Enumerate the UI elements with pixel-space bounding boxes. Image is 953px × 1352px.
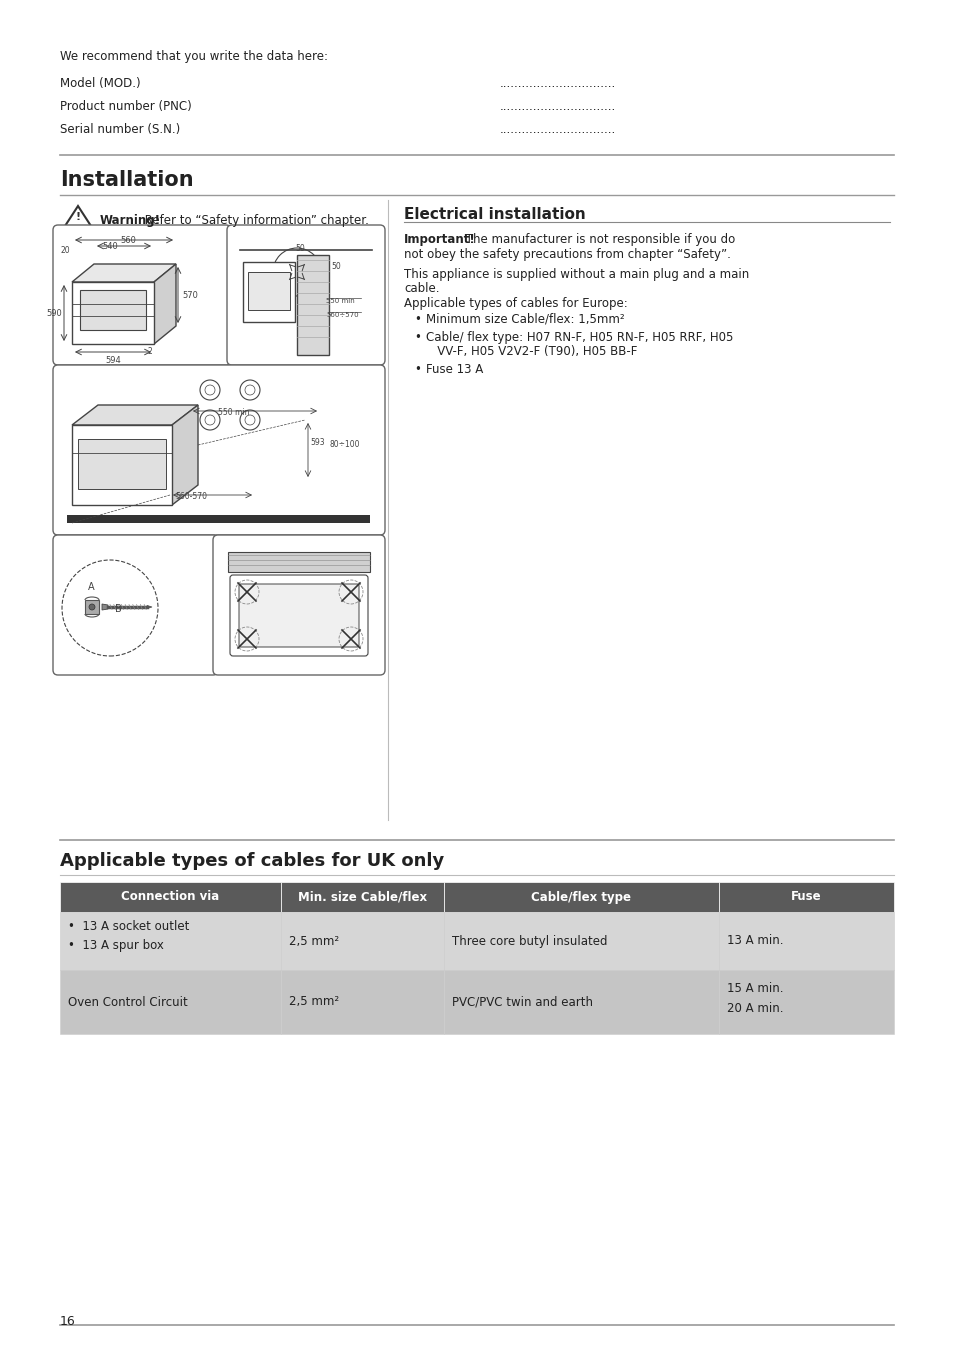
Text: Fuse 13 A: Fuse 13 A [426,362,483,376]
Polygon shape [67,515,370,523]
Text: 20 A min.: 20 A min. [726,1002,782,1014]
Text: 570: 570 [182,291,197,300]
Text: 560÷570: 560÷570 [326,312,358,318]
Bar [60,969,281,1034]
Text: 16: 16 [60,1315,75,1328]
Bar [248,272,290,310]
Bar [71,283,153,343]
Text: 550 min: 550 min [326,297,355,304]
Polygon shape [71,406,198,425]
FancyBboxPatch shape [230,575,368,656]
Text: Product number (PNC): Product number (PNC) [60,100,192,114]
Text: Model (MOD.): Model (MOD.) [60,77,140,91]
Bar [78,439,166,489]
Text: Applicable types of cables for UK only: Applicable types of cables for UK only [60,852,444,869]
Bar [281,913,443,969]
Text: 2: 2 [148,347,152,356]
Text: Refer to “Safety information” chapter.: Refer to “Safety information” chapter. [141,214,369,227]
Text: 550 min: 550 min [218,408,250,416]
Text: Three core butyl insulated: Three core butyl insulated [451,934,606,948]
Text: 13 A min.: 13 A min. [726,934,782,948]
Text: A: A [88,581,94,592]
Text: !: ! [75,212,80,222]
Text: Serial number (S.N.): Serial number (S.N.) [60,123,180,137]
Text: 15 A min.: 15 A min. [726,982,782,995]
Text: Oven Control Circuit: Oven Control Circuit [68,995,188,1009]
FancyBboxPatch shape [53,224,231,365]
Text: B: B [115,604,122,614]
Text: 50: 50 [331,262,340,270]
Text: ...............................: ............................... [499,100,616,114]
FancyBboxPatch shape [53,535,218,675]
Text: cable.: cable. [403,283,439,295]
FancyBboxPatch shape [213,535,385,675]
Text: VV-F, H05 V2V2-F (T90), H05 BB-F: VV-F, H05 V2V2-F (T90), H05 BB-F [426,345,637,358]
Text: This appliance is supplied without a main plug and a main: This appliance is supplied without a mai… [403,268,748,281]
Bar [443,913,719,969]
Text: 50: 50 [294,243,305,253]
Text: •: • [414,314,420,326]
Text: 560: 560 [120,237,135,245]
Text: Applicable types of cables for Europe:: Applicable types of cables for Europe: [403,297,627,310]
Text: Cable/ flex type: H07 RN-F, H05 RN-F, H05 RRF, H05: Cable/ flex type: H07 RN-F, H05 RN-F, H0… [426,331,733,343]
Bar [60,913,281,969]
Polygon shape [71,264,175,283]
Text: Min. size Cable/flex: Min. size Cable/flex [297,891,426,903]
Text: 594: 594 [105,356,121,365]
Text: Minimum size Cable/flex: 1,5mm²: Minimum size Cable/flex: 1,5mm² [426,314,624,326]
Text: 20: 20 [60,246,70,256]
Bar [719,969,893,1034]
Bar [296,256,329,356]
Text: 2,5 mm²: 2,5 mm² [289,934,338,948]
Text: •  13 A socket outlet: • 13 A socket outlet [68,919,190,933]
Text: PVC/PVC twin and earth: PVC/PVC twin and earth [451,995,592,1009]
Polygon shape [172,406,198,506]
Bar [281,969,443,1034]
Text: Cable/flex type: Cable/flex type [531,891,631,903]
Text: •: • [414,362,420,376]
FancyBboxPatch shape [227,224,385,365]
Polygon shape [147,606,152,608]
Text: Fuse: Fuse [790,891,821,903]
Bar [719,882,893,913]
FancyBboxPatch shape [53,365,385,535]
Bar [228,552,370,572]
Text: 80÷100: 80÷100 [330,439,360,449]
Text: not obey the safety precautions from chapter “Safety”.: not obey the safety precautions from cha… [403,247,730,261]
Bar [243,262,294,322]
Text: Installation: Installation [60,170,193,191]
Text: 540: 540 [102,242,118,251]
Text: Electrical installation: Electrical installation [403,207,585,222]
Polygon shape [85,600,99,614]
Polygon shape [102,604,108,610]
Text: We recommend that you write the data here:: We recommend that you write the data her… [60,50,328,64]
Text: •: • [414,331,420,343]
Text: Important!: Important! [403,233,476,246]
Text: 590: 590 [46,308,62,318]
Polygon shape [153,264,175,343]
Bar [443,882,719,913]
Text: ...............................: ............................... [499,123,616,137]
Bar [443,969,719,1034]
Bar [80,289,146,330]
Text: Connection via: Connection via [121,891,219,903]
Text: Warning!: Warning! [100,214,161,227]
Text: 2,5 mm²: 2,5 mm² [289,995,338,1009]
Bar [71,425,172,506]
Bar [60,882,281,913]
FancyBboxPatch shape [239,584,358,648]
Bar [281,882,443,913]
Text: 593: 593 [310,438,324,448]
Text: •  13 A spur box: • 13 A spur box [68,940,164,953]
Text: The manufacturer is not responsible if you do: The manufacturer is not responsible if y… [461,233,735,246]
Text: ...............................: ............................... [499,77,616,91]
Circle shape [89,604,95,610]
Text: 560-570: 560-570 [174,492,207,502]
Bar [719,913,893,969]
